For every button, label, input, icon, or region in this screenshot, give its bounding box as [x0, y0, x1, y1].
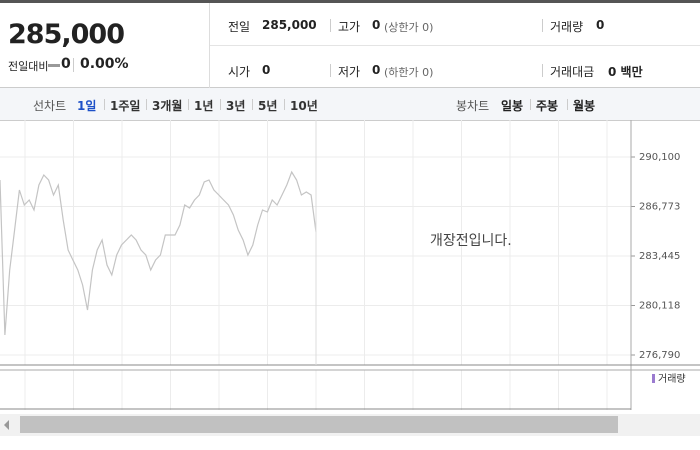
price-line — [0, 170, 317, 336]
divider — [542, 19, 543, 32]
flat-icon — [48, 64, 60, 67]
divider — [542, 64, 543, 77]
divider — [252, 99, 253, 110]
stat-value: 0 — [372, 18, 381, 32]
divider — [567, 99, 568, 110]
tab-label: 봉차트 — [456, 99, 490, 113]
scroll-thumb[interactable] — [20, 416, 618, 433]
divider — [104, 99, 105, 110]
period-tab[interactable]: 1주일 — [110, 99, 141, 113]
stat-value: 0 백만 — [608, 65, 643, 79]
stat-label: 거래량 — [550, 20, 584, 34]
scrollbar[interactable] — [0, 414, 700, 436]
legend-swatch — [652, 374, 655, 383]
candle-tab[interactable]: 일봉 — [501, 99, 524, 113]
price-box: 285,000 전일대비 0 0.00% — [0, 3, 210, 88]
stat-label: 거래대금 — [550, 65, 595, 79]
candle-tab[interactable]: 월봉 — [573, 99, 596, 113]
period-tab[interactable]: 3개월 — [152, 99, 183, 113]
y-tick-label: 286,773 — [639, 201, 680, 212]
annotation: 개장전입니다. — [430, 233, 512, 249]
stat-label: 전일 — [228, 20, 251, 34]
volume-label: 거래량 — [658, 373, 686, 385]
divider — [73, 58, 74, 72]
change-label: 전일대비 — [8, 60, 49, 73]
change-rate: 0.00% — [80, 56, 129, 72]
stat-note: (하한가 0) — [384, 66, 434, 79]
stat-value: 0 — [262, 63, 271, 77]
period-tab[interactable]: 5년 — [258, 99, 278, 113]
price: 285,000 — [8, 19, 125, 50]
divider — [284, 99, 285, 110]
stat-note: (상한가 0) — [384, 21, 434, 34]
y-tick-label: 283,445 — [639, 251, 680, 262]
stat-label: 저가 — [338, 65, 361, 79]
divider — [220, 99, 221, 110]
stat-label: 시가 — [228, 65, 251, 79]
period-tab[interactable]: 1일 — [77, 99, 97, 113]
chart: 276,790 280,118 283,445 286,773 290,100 개장전입니… — [0, 120, 700, 410]
quote-header: 285,000 전일대비 0 0.00% 전일 285,000 고가 0 (상한가 0)… — [0, 0, 700, 88]
divider — [146, 99, 147, 110]
stat-value: 285,000 — [262, 18, 317, 32]
scroll-left[interactable] — [4, 420, 9, 430]
divider — [330, 64, 331, 77]
period-tab[interactable]: 10년 — [290, 99, 318, 113]
period-tab[interactable]: 3년 — [226, 99, 246, 113]
candle-tab[interactable]: 주봉 — [536, 99, 559, 113]
divider — [330, 19, 331, 32]
y-tick-label: 280,118 — [639, 300, 680, 311]
stat-label: 고가 — [338, 20, 361, 34]
tab-label: 선차트 — [33, 99, 67, 113]
y-tick-label: 276,790 — [639, 350, 680, 361]
change: 0 — [61, 56, 71, 72]
tab-bar: 선차트 1일 1주일 3개월 1년 3년 5년 10년 봉차트 일봉 주봉 월봉 — [0, 88, 700, 121]
row-divider — [210, 45, 700, 46]
divider — [530, 99, 531, 110]
divider — [188, 99, 189, 110]
stat-value: 0 — [372, 63, 381, 77]
stat-value: 0 — [596, 18, 605, 32]
y-tick-label: 290,100 — [639, 152, 680, 163]
period-tab[interactable]: 1년 — [194, 99, 214, 113]
